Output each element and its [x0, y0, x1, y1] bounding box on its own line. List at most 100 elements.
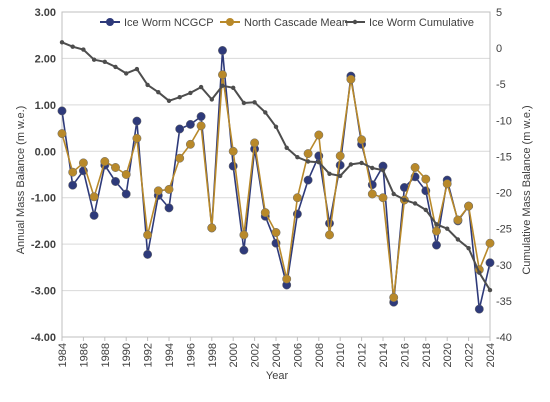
y-axis-left-title: Annual Mass Balance (m w.e.) [15, 106, 27, 255]
tick-labels: 3.00 2.00 1.00 0.00 -1.00 -2.00 -3.00 -4.00 5 0 -5… [31, 7, 512, 367]
series-point-1 [325, 230, 334, 240]
x-tick-label: 2012 [357, 343, 369, 367]
series-point-1 [218, 70, 227, 80]
y-right-tick-label: 5 [496, 7, 502, 19]
series-point-2 [166, 98, 172, 104]
series-point-0 [325, 218, 334, 228]
series-point-0 [474, 304, 484, 314]
series-point-0 [303, 175, 313, 185]
series-layer [57, 40, 495, 314]
y-right-tick-label: -40 [496, 332, 512, 344]
series-point-0 [432, 240, 441, 250]
series-point-2 [209, 97, 214, 102]
series-point-2 [477, 270, 482, 275]
series-point-1 [132, 133, 142, 143]
series-point-2 [70, 44, 75, 49]
legend-item: Ice Worm Cumulative [345, 17, 474, 29]
series-point-0 [132, 116, 142, 126]
x-tick-label: 2022 [464, 343, 476, 367]
y-left-tick-label: -3.00 [31, 286, 56, 298]
y-left-tick-label: 0.00 [35, 146, 56, 158]
series-point-2 [284, 145, 289, 150]
y-right-tick-label: -25 [496, 224, 512, 236]
series-point-1 [57, 129, 67, 139]
y-left-tick-label: -2.00 [31, 239, 56, 251]
x-tick-label: 1992 [143, 343, 155, 367]
series-point-2 [91, 57, 97, 62]
series-point-0 [218, 46, 227, 55]
series-point-2 [380, 168, 386, 173]
series-point-1 [357, 135, 367, 145]
series-point-2 [113, 64, 118, 70]
x-tick-label: 2020 [442, 343, 454, 367]
legend: Ice Worm NCGCP North Cascade Mean Ice Worm… [100, 17, 474, 29]
series-point-1 [164, 184, 174, 194]
y-right-tick-label: 0 [496, 43, 502, 55]
series-point-1 [335, 151, 345, 161]
series-point-1 [196, 121, 206, 131]
legend-label: Ice Worm NCGCP [124, 17, 214, 29]
series-point-1 [303, 149, 313, 159]
series-point-2 [338, 173, 343, 179]
series-point-2 [231, 85, 236, 91]
series-point-2 [391, 191, 396, 197]
series-point-1 [389, 293, 399, 302]
series-point-2 [295, 155, 300, 160]
y-right-tick-label: -10 [496, 115, 512, 127]
series-point-1 [100, 157, 110, 166]
x-tick-label: 1994 [164, 343, 176, 367]
y-axis-right-title: Cumulative Mass Balance (m w.e.) [521, 105, 533, 274]
legend-label: North Cascade Mean [244, 17, 348, 29]
series-point-0 [121, 189, 131, 199]
series-point-1 [432, 226, 441, 236]
x-tick-label: 2010 [335, 343, 347, 367]
series-point-1 [453, 215, 463, 225]
series-point-2 [273, 124, 279, 129]
series-point-2 [145, 82, 150, 88]
series-point-0 [196, 112, 206, 121]
series-point-2 [198, 84, 204, 90]
series-point-2 [59, 40, 65, 45]
series-point-1 [485, 238, 495, 248]
x-tick-label: 2004 [271, 343, 283, 367]
series-point-0 [239, 245, 249, 255]
series-point-0 [143, 249, 153, 259]
y-left-tick-label: -1.00 [31, 193, 56, 205]
series-point-2 [487, 287, 493, 293]
x-tick-label: 2024 [485, 343, 497, 367]
series-point-2 [177, 95, 182, 100]
series-point-2 [348, 162, 354, 167]
x-tick-label: 1990 [121, 343, 133, 367]
axes [61, 11, 491, 341]
series-point-1 [121, 170, 131, 179]
series-point-0 [175, 124, 185, 134]
series-point-1 [153, 186, 163, 196]
x-tick-label: 1988 [100, 343, 112, 367]
series-point-2 [305, 159, 311, 164]
series-point-0 [185, 119, 195, 129]
x-tick-label: 1984 [57, 343, 69, 367]
plot-frame [61, 11, 491, 338]
series-point-2 [156, 90, 161, 95]
x-tick-label: 1986 [78, 343, 90, 367]
series-point-0 [485, 258, 495, 268]
x-tick-label: 2018 [421, 343, 433, 367]
series-point-1 [111, 163, 120, 172]
legend-swatch-marker [352, 19, 358, 25]
series-point-0 [89, 210, 99, 220]
series-point-1 [68, 167, 78, 177]
series-point-2 [263, 110, 268, 115]
x-tick-label: 1998 [207, 343, 219, 367]
series-point-2 [466, 246, 471, 251]
y-right-tick-label: -35 [496, 296, 512, 308]
series-point-0 [335, 160, 345, 170]
y-right-tick-label: -30 [496, 260, 512, 272]
series-point-1 [239, 230, 249, 240]
series-point-1 [250, 138, 260, 148]
series-point-2 [102, 59, 108, 64]
x-axis-title: Year [266, 370, 289, 382]
series-point-1 [175, 153, 185, 163]
series-point-1 [271, 228, 281, 237]
